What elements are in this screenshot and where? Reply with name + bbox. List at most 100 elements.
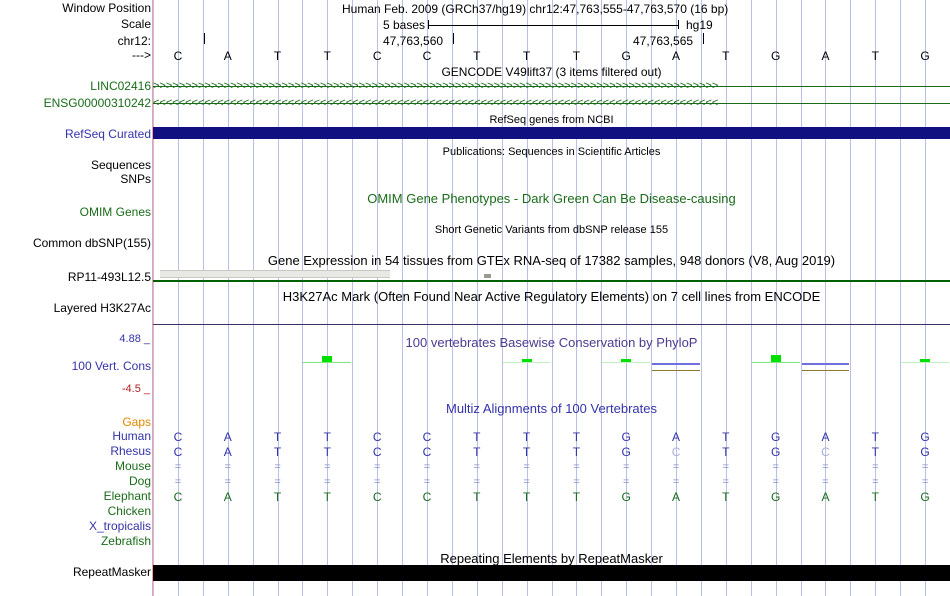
ruler-tick-label-1: 47,763,560	[383, 34, 444, 48]
publications-label-snps[interactable]: SNPs	[120, 172, 151, 186]
alignment-base: G	[770, 445, 781, 459]
alignment-base: T	[323, 490, 332, 504]
alignment-base: =	[523, 476, 530, 488]
gtex-green-line	[153, 280, 950, 282]
repeatmasker-title: Repeating Elements by RepeatMasker	[440, 551, 663, 566]
gencode-title: GENCODE V49lift37 (3 items filtered out)	[441, 65, 662, 79]
alignment-base: C	[372, 430, 382, 444]
alignment-base: =	[921, 461, 929, 473]
alignment-base: =	[423, 461, 431, 473]
conservation-top-axis	[153, 324, 950, 325]
alignment-base: A	[223, 445, 232, 459]
alignment-base: =	[224, 476, 231, 488]
scale-tick-left	[428, 20, 429, 29]
alignment-base: =	[174, 461, 182, 473]
window-position-value: Human Feb. 2009 (GRCh37/hg19) chr12:47,7…	[342, 2, 729, 16]
gene-line-ensg00000310242	[153, 103, 950, 104]
alignment-base: =	[722, 476, 730, 488]
species-label-chicken[interactable]: Chicken	[107, 504, 151, 518]
conservation-axis-min: -4.5 _	[121, 383, 150, 395]
alignment-base: G	[621, 430, 631, 444]
species-label-rhesus[interactable]: Rhesus	[110, 444, 151, 458]
alignment-base: A	[223, 430, 232, 444]
species-label-elephant[interactable]: Elephant	[103, 489, 151, 503]
gtex-grey-blip	[484, 274, 491, 278]
ruler-tick-mark-2	[703, 33, 704, 44]
alignment-base: C	[422, 445, 432, 459]
h3k27ac-label[interactable]: Layered H3K27Ac	[53, 301, 151, 315]
conservation-axis-max: 4.88 _	[119, 333, 150, 345]
alignment-base: =	[274, 476, 281, 488]
alignment-base: =	[772, 476, 779, 488]
species-label-zebrafish[interactable]: Zebrafish	[100, 534, 151, 548]
sequence-base: T	[522, 49, 531, 63]
alignment-base: T	[273, 490, 282, 504]
refseq-feature-bar[interactable]	[153, 127, 950, 139]
alignment-base: =	[174, 476, 182, 488]
refseq-label[interactable]: RefSeq Curated	[64, 127, 151, 141]
conservation-label[interactable]: 100 Vert. Cons	[71, 359, 151, 373]
alignment-base: C	[821, 445, 830, 459]
repeatmasker-feature-bar[interactable]	[153, 565, 950, 581]
species-label-mouse[interactable]: Mouse	[114, 459, 151, 473]
conservation-baseline	[602, 362, 651, 364]
conservation-bar[interactable]	[621, 359, 632, 363]
alignment-base: =	[722, 461, 730, 473]
dbsnp-label[interactable]: Common dbSNP(155)	[32, 236, 151, 250]
multiz-gaps-label[interactable]: Gaps	[122, 415, 151, 429]
chrom-label: chr12:	[117, 34, 151, 48]
conservation-bar-negative[interactable]	[801, 363, 850, 366]
scale-value: 5 bases	[383, 18, 426, 32]
window-position-label: Window Position	[62, 1, 151, 15]
alignment-base: =	[623, 461, 630, 473]
repeatmasker-label[interactable]: RepeatMasker	[72, 565, 151, 579]
alignment-base: =	[772, 461, 779, 473]
alignment-base: G	[621, 445, 631, 459]
conservation-bar[interactable]	[322, 356, 333, 363]
conservation-bar[interactable]	[770, 354, 781, 363]
species-label-human[interactable]: Human	[112, 429, 151, 443]
species-base-row: = = = = = = = = = = = = = = = =	[153, 460, 950, 474]
multiz-title: Multiz Alignments of 100 Vertebrates	[445, 401, 657, 416]
omim-label[interactable]: OMIM Genes	[79, 205, 151, 219]
alignment-base: T	[323, 445, 332, 459]
alignment-base: =	[573, 476, 580, 488]
sequence-base: G	[770, 49, 781, 63]
gtex-label[interactable]: RP11-493L12.5	[67, 270, 151, 284]
alignment-base: =	[373, 476, 381, 488]
alignment-base: =	[324, 476, 331, 488]
alignment-base: =	[672, 476, 680, 488]
gene-label-linc02416[interactable]: LINC02416	[90, 79, 151, 93]
publications-label-sequences[interactable]: Sequences	[90, 158, 151, 172]
gene-label-ensg00000310242[interactable]: ENSG00000310242	[43, 96, 151, 110]
alignment-base: A	[672, 430, 681, 444]
alignment-base: T	[473, 430, 481, 444]
conservation-bar[interactable]	[521, 359, 532, 363]
strand-arrow-label: --->	[132, 48, 151, 62]
alignment-base: C	[372, 445, 382, 459]
conservation-plot[interactable]	[153, 330, 950, 392]
conservation-baseline	[901, 362, 949, 364]
alignment-base: =	[523, 461, 530, 473]
species-label-dog[interactable]: Dog	[128, 474, 151, 488]
sequence-base: C	[173, 49, 183, 63]
refseq-title: RefSeq genes from NCBI	[489, 114, 614, 126]
track-left-boundary	[152, 0, 153, 596]
alignment-base: T	[871, 490, 879, 504]
conservation-baseline	[801, 370, 850, 372]
sequence-base: T	[323, 49, 332, 63]
sequence-base: T	[871, 49, 879, 63]
conservation-bar[interactable]	[920, 359, 931, 363]
publications-title: Publications: Sequences in Scientific Ar…	[442, 146, 661, 158]
alignment-base: A	[672, 490, 681, 504]
alignment-base: =	[423, 476, 431, 488]
conservation-bar-negative[interactable]	[652, 363, 700, 366]
alignment-base: C	[671, 445, 681, 459]
species-label-x-tropicalis[interactable]: X_tropicalis	[88, 519, 151, 533]
conservation-baseline	[502, 362, 551, 364]
alignment-base: T	[273, 445, 282, 459]
